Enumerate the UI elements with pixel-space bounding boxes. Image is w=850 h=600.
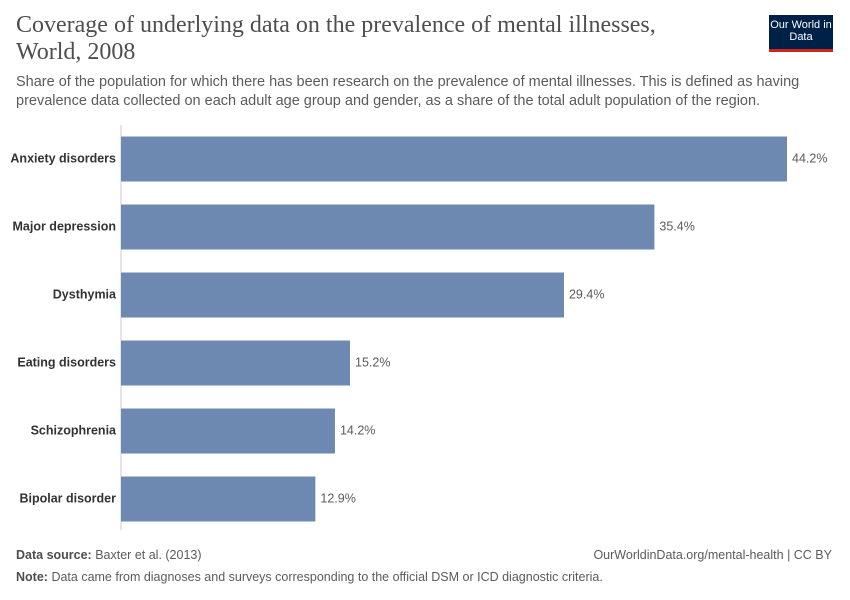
category-label: Anxiety disorders bbox=[10, 151, 116, 165]
category-label: Dysthymia bbox=[53, 287, 117, 301]
value-label: 35.4% bbox=[659, 219, 694, 233]
source: Data source: Baxter et al. (2013) bbox=[16, 548, 202, 562]
value-label: 15.2% bbox=[355, 355, 390, 369]
logo[interactable]: Our World in Data bbox=[769, 15, 833, 52]
value-label: 44.2% bbox=[792, 151, 827, 165]
category-label: Major depression bbox=[13, 219, 117, 233]
category-label: Eating disorders bbox=[17, 355, 116, 369]
source-text: Baxter et al. (2013) bbox=[95, 548, 202, 562]
category-label: Bipolar disorder bbox=[19, 491, 116, 505]
url[interactable]: OurWorldinData.org/mental-health | CC BY bbox=[593, 548, 832, 562]
bar bbox=[121, 204, 655, 250]
note: Note: Data came from diagnoses and surve… bbox=[16, 570, 603, 584]
chart: Anxiety disorders 44.2% Major depression 35… bbox=[10, 125, 827, 530]
bar bbox=[121, 136, 787, 182]
note-label: Note: bbox=[16, 570, 48, 584]
chart-subtitle: Share of the population for which there … bbox=[16, 74, 800, 109]
source-label: Data source: bbox=[16, 548, 92, 562]
category-label: Schizophrenia bbox=[31, 423, 117, 437]
value-label: 12.9% bbox=[320, 491, 355, 505]
note-text: Data came from diagnoses and surveys cor… bbox=[51, 570, 603, 584]
bar bbox=[121, 272, 564, 318]
bar bbox=[121, 340, 351, 386]
value-label: 14.2% bbox=[340, 423, 375, 437]
bar bbox=[121, 476, 316, 522]
chart-title: Coverage of underlying data on the preva… bbox=[16, 12, 656, 65]
bar bbox=[121, 408, 335, 454]
value-label: 29.4% bbox=[569, 287, 604, 301]
